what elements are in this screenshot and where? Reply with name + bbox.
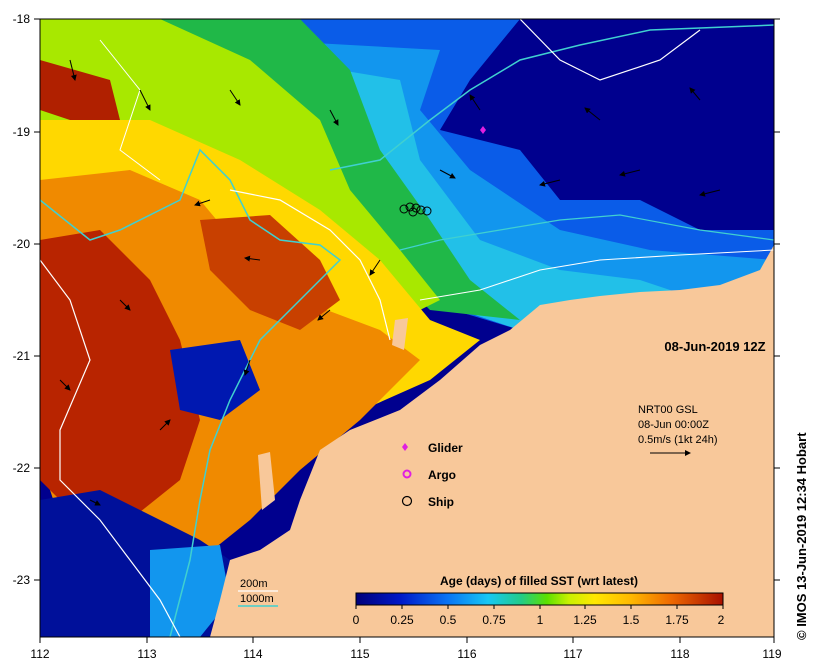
iso200-label: 200m	[240, 578, 268, 590]
colorbar-tick: 0	[353, 613, 360, 627]
x-tick-label: 118	[670, 647, 689, 661]
colorbar-tick: 0.25	[390, 613, 414, 627]
current-legend: NRT00 GSL 08-Jun 00:00Z 0.5m/s (1kt 24h)	[638, 404, 717, 456]
current-legend-line3: 0.5m/s (1kt 24h)	[638, 434, 717, 446]
ship-legend-icon	[401, 495, 413, 507]
glider-legend-icon	[402, 443, 408, 451]
argo-legend-icon	[402, 469, 412, 479]
y-axis: -18 -19 -20 -21 -22 -23	[13, 12, 780, 587]
y-tick-label: -22	[13, 461, 31, 475]
colorbar-tick: 0.5	[440, 613, 457, 627]
colorbar-title: Age (days) of filled SST (wrt latest)	[440, 574, 638, 588]
x-tick-label: 114	[243, 647, 262, 661]
plot-frame	[39, 18, 775, 638]
y-tick-label: -21	[13, 349, 31, 363]
ship-track-markers	[399, 202, 432, 217]
x-tick-label: 112	[30, 647, 49, 661]
x-tick-label: 115	[350, 647, 369, 661]
current-vectors	[59, 59, 721, 506]
y-tick-label: -19	[13, 125, 31, 139]
colorbar: Age (days) of filled SST (wrt latest) 0 …	[353, 574, 725, 627]
colorbar-tick: 0.75	[482, 613, 506, 627]
x-tick-label: 116	[457, 647, 476, 661]
x-tick-label: 113	[137, 647, 156, 661]
colorbar-ramp	[355, 592, 724, 606]
argo-legend-label: Argo	[428, 468, 456, 482]
colorbar-tick: 1.5	[623, 613, 640, 627]
y-tick-label: -18	[13, 12, 31, 26]
glider-marker	[480, 126, 486, 134]
x-axis: 112 113 114 115 116 117 118 119	[30, 637, 782, 661]
colorbar-tick: 1.25	[573, 613, 597, 627]
colorbar-tick: 1.75	[665, 613, 689, 627]
y-tick-label: -23	[13, 573, 31, 587]
australia-land	[210, 245, 774, 637]
date-label: 08-Jun-2019 12Z	[664, 339, 765, 354]
bathy-legend: 200m 1000m	[238, 578, 278, 607]
iso1000-label: 1000m	[240, 593, 274, 605]
obs-legend: Glider Argo Ship	[401, 441, 463, 509]
glider-legend-label: Glider	[428, 441, 463, 455]
current-legend-line1: NRT00 GSL	[638, 404, 698, 416]
x-tick-label: 119	[762, 647, 781, 661]
x-tick-label: 117	[563, 647, 582, 661]
y-tick-label: -20	[13, 237, 31, 251]
colorbar-tick: 2	[718, 613, 725, 627]
credit-label: © IMOS 13-Jun-2019 12:34 Hobart	[794, 432, 809, 640]
current-legend-line2: 08-Jun 00:00Z	[638, 419, 709, 431]
colorbar-tick: 1	[537, 613, 544, 627]
ship-legend-label: Ship	[428, 495, 454, 509]
sst-field	[40, 19, 774, 637]
